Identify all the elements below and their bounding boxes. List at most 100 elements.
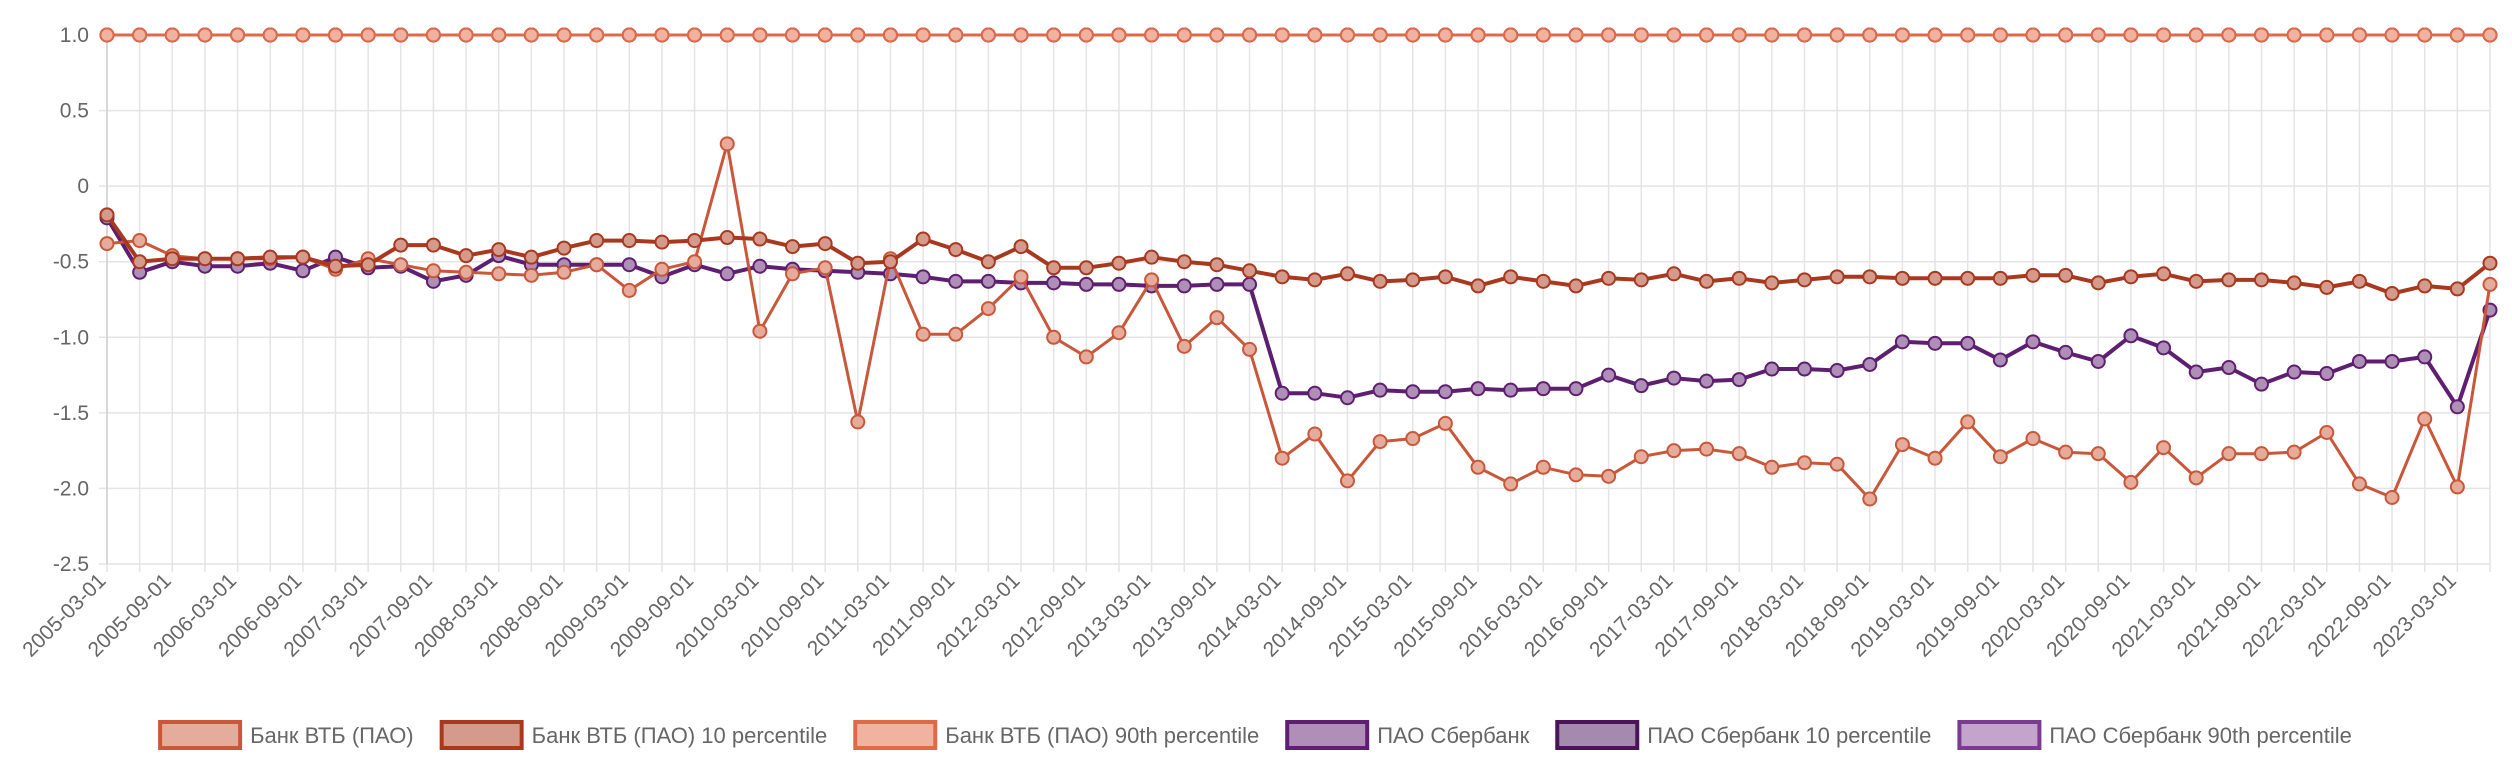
data-point[interactable] — [2123, 27, 2139, 43]
data-point[interactable] — [1796, 27, 1812, 43]
data-point[interactable] — [915, 231, 931, 247]
data-point[interactable] — [1078, 27, 1094, 43]
data-point[interactable] — [1274, 385, 1290, 401]
data-point[interactable] — [2025, 267, 2041, 283]
data-point[interactable] — [752, 27, 768, 43]
data-point[interactable] — [1470, 278, 1486, 294]
data-point[interactable] — [1274, 27, 1290, 43]
data-point[interactable] — [1927, 270, 1943, 286]
data-point[interactable] — [1796, 455, 1812, 471]
data-point[interactable] — [2188, 273, 2204, 289]
data-point[interactable] — [491, 27, 507, 43]
data-point[interactable] — [458, 27, 474, 43]
data-point[interactable] — [1405, 431, 1421, 447]
data-point[interactable] — [328, 27, 344, 43]
legend-item[interactable]: Банк ВТБ (ПАО) 90th percentile — [853, 720, 1259, 750]
data-point[interactable] — [1699, 441, 1715, 457]
data-point[interactable] — [262, 27, 278, 43]
data-point[interactable] — [2482, 276, 2498, 292]
data-point[interactable] — [1339, 27, 1355, 43]
data-point[interactable] — [850, 27, 866, 43]
data-point[interactable] — [1437, 27, 1453, 43]
data-point[interactable] — [1242, 276, 1258, 292]
data-point[interactable] — [1666, 443, 1682, 459]
data-point[interactable] — [1372, 273, 1388, 289]
data-point[interactable] — [1535, 381, 1551, 397]
data-point[interactable] — [1960, 335, 1976, 351]
data-point[interactable] — [1405, 384, 1421, 400]
data-point[interactable] — [1633, 272, 1649, 288]
data-point[interactable] — [1242, 263, 1258, 279]
data-point[interactable] — [2090, 27, 2106, 43]
data-point[interactable] — [1209, 310, 1225, 326]
data-point[interactable] — [1535, 27, 1551, 43]
data-point[interactable] — [2090, 275, 2106, 291]
data-point[interactable] — [1176, 27, 1192, 43]
data-point[interactable] — [328, 258, 344, 274]
data-point[interactable] — [2090, 446, 2106, 462]
data-point[interactable] — [1927, 335, 1943, 351]
data-point[interactable] — [2351, 27, 2367, 43]
data-point[interactable] — [589, 233, 605, 249]
data-point[interactable] — [2123, 474, 2139, 490]
data-point[interactable] — [1242, 341, 1258, 357]
data-point[interactable] — [850, 414, 866, 430]
data-point[interactable] — [1829, 363, 1845, 379]
data-point[interactable] — [980, 254, 996, 270]
data-point[interactable] — [1307, 385, 1323, 401]
data-point[interactable] — [2417, 349, 2433, 365]
data-point[interactable] — [1699, 373, 1715, 389]
data-point[interactable] — [785, 239, 801, 255]
data-point[interactable] — [491, 266, 507, 282]
data-point[interactable] — [1731, 270, 1747, 286]
data-point[interactable] — [1796, 272, 1812, 288]
data-point[interactable] — [1927, 27, 1943, 43]
data-point[interactable] — [2417, 278, 2433, 294]
data-point[interactable] — [1078, 260, 1094, 276]
data-point[interactable] — [1633, 27, 1649, 43]
data-point[interactable] — [1144, 272, 1160, 288]
data-point[interactable] — [2449, 479, 2465, 495]
data-point[interactable] — [980, 27, 996, 43]
data-point[interactable] — [1992, 27, 2008, 43]
data-point[interactable] — [1209, 276, 1225, 292]
data-point[interactable] — [1764, 27, 1780, 43]
data-point[interactable] — [2025, 334, 2041, 350]
data-point[interactable] — [1437, 415, 1453, 431]
data-point[interactable] — [1764, 459, 1780, 475]
data-point[interactable] — [2156, 266, 2172, 282]
data-point[interactable] — [425, 237, 441, 253]
data-point[interactable] — [850, 255, 866, 271]
data-point[interactable] — [1046, 275, 1062, 291]
data-point[interactable] — [2253, 272, 2269, 288]
data-point[interactable] — [589, 27, 605, 43]
data-point[interactable] — [2221, 272, 2237, 288]
data-point[interactable] — [1437, 269, 1453, 285]
data-point[interactable] — [295, 249, 311, 265]
data-point[interactable] — [1960, 414, 1976, 430]
legend-item[interactable]: ПАО Сбербанк 90th percentile — [1957, 720, 2352, 750]
data-point[interactable] — [1274, 450, 1290, 466]
data-point[interactable] — [523, 27, 539, 43]
data-point[interactable] — [2351, 353, 2367, 369]
data-point[interactable] — [132, 233, 148, 249]
data-point[interactable] — [2058, 344, 2074, 360]
data-point[interactable] — [1470, 459, 1486, 475]
data-point[interactable] — [1470, 27, 1486, 43]
legend-item[interactable]: Банк ВТБ (ПАО) 10 percentile — [439, 720, 828, 750]
data-point[interactable] — [1209, 257, 1225, 273]
data-point[interactable] — [687, 233, 703, 249]
data-point[interactable] — [164, 251, 180, 267]
data-point[interactable] — [1894, 437, 1910, 453]
legend-item[interactable]: ПАО Сбербанк — [1285, 720, 1530, 750]
data-point[interactable] — [1829, 269, 1845, 285]
data-point[interactable] — [2253, 376, 2269, 392]
data-point[interactable] — [1601, 270, 1617, 286]
data-point[interactable] — [1731, 446, 1747, 462]
data-point[interactable] — [197, 27, 213, 43]
data-point[interactable] — [1535, 459, 1551, 475]
data-point[interactable] — [719, 266, 735, 282]
data-point[interactable] — [719, 27, 735, 43]
data-point[interactable] — [980, 301, 996, 317]
data-point[interactable] — [393, 237, 409, 253]
